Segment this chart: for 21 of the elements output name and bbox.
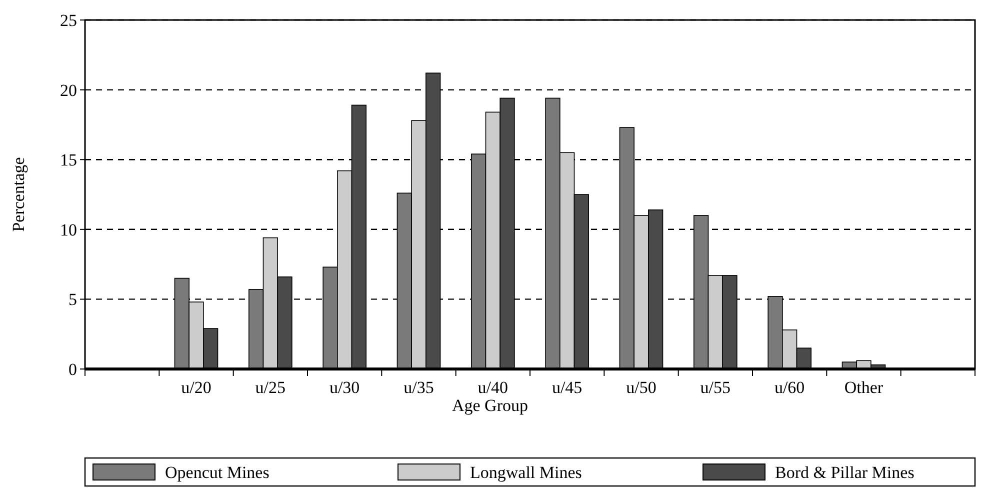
y-tick-label: 10 [60,220,77,240]
x-tick-label: Other [844,378,884,397]
x-tick-label: u/60 [774,378,805,397]
x-axis-title: Age Group [452,396,528,415]
x-tick-label: u/40 [478,378,508,397]
legend-label: Bord & Pillar Mines [775,462,914,482]
y-tick-label: 5 [68,290,77,310]
x-tick-label: u/20 [181,378,212,397]
legend-label: Longwall Mines [470,462,582,482]
x-tick-label: u/55 [700,378,731,397]
x-tick-label: u/50 [626,378,656,397]
x-tick-label: u/35 [404,378,434,397]
x-tick-label: u/25 [255,378,286,397]
x-tick-label: u/30 [329,378,360,397]
y-tick-label: 25 [60,10,77,30]
y-axis-title: Percentage [9,157,28,232]
y-tick-label: 0 [68,360,77,379]
x-tick-label: u/45 [552,378,582,397]
legend-label: Opencut Mines [165,462,270,482]
y-tick-label: 15 [60,150,77,170]
y-tick-label: 20 [60,80,77,100]
